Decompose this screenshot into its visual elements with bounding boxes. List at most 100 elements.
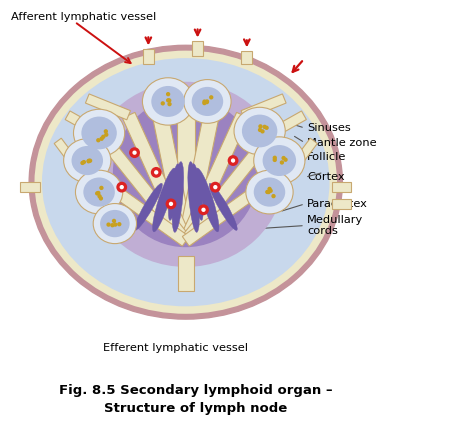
Ellipse shape	[262, 145, 296, 176]
Circle shape	[210, 182, 221, 192]
Text: Afferent lymphatic vessel: Afferent lymphatic vessel	[11, 12, 157, 22]
Circle shape	[228, 155, 238, 166]
Circle shape	[104, 129, 108, 133]
Circle shape	[129, 147, 140, 158]
Polygon shape	[270, 130, 292, 151]
Circle shape	[169, 202, 173, 206]
Polygon shape	[85, 94, 130, 120]
Circle shape	[160, 101, 165, 106]
Ellipse shape	[254, 178, 285, 207]
Ellipse shape	[192, 164, 203, 220]
Circle shape	[261, 129, 265, 133]
Circle shape	[273, 156, 277, 160]
Ellipse shape	[33, 49, 338, 315]
Ellipse shape	[74, 109, 125, 157]
Polygon shape	[69, 156, 189, 246]
Circle shape	[104, 133, 109, 137]
Circle shape	[101, 135, 105, 139]
Circle shape	[88, 159, 92, 163]
Circle shape	[281, 156, 286, 160]
Ellipse shape	[42, 58, 329, 306]
Polygon shape	[331, 199, 351, 209]
Ellipse shape	[188, 162, 200, 232]
Circle shape	[269, 189, 273, 193]
Text: Cortex: Cortex	[307, 172, 345, 182]
Ellipse shape	[169, 164, 179, 220]
Ellipse shape	[100, 210, 130, 237]
Circle shape	[99, 186, 103, 190]
Polygon shape	[181, 129, 278, 245]
Text: Fig. 8.5 Secondary lymphoid organ –
Structure of lymph node: Fig. 8.5 Secondary lymphoid organ – Stru…	[59, 384, 332, 415]
Ellipse shape	[81, 116, 117, 149]
Circle shape	[265, 190, 270, 194]
Circle shape	[258, 124, 262, 129]
Polygon shape	[94, 129, 191, 245]
Ellipse shape	[84, 178, 115, 207]
Circle shape	[202, 101, 207, 105]
Circle shape	[283, 157, 288, 162]
Circle shape	[82, 160, 86, 164]
Circle shape	[106, 222, 111, 227]
Circle shape	[205, 100, 209, 104]
Circle shape	[231, 158, 235, 163]
Ellipse shape	[113, 97, 259, 247]
Ellipse shape	[254, 137, 305, 184]
Ellipse shape	[93, 203, 136, 243]
Ellipse shape	[246, 170, 293, 214]
Ellipse shape	[172, 162, 184, 232]
Ellipse shape	[134, 183, 162, 230]
Circle shape	[272, 158, 277, 162]
Circle shape	[167, 98, 171, 103]
Ellipse shape	[192, 87, 223, 116]
Circle shape	[112, 219, 116, 223]
Polygon shape	[178, 256, 194, 291]
Polygon shape	[241, 51, 252, 64]
Circle shape	[205, 99, 209, 104]
Polygon shape	[295, 138, 317, 163]
Circle shape	[198, 204, 209, 215]
Text: Efferent lymphatic vessel: Efferent lymphatic vessel	[103, 343, 248, 353]
Circle shape	[113, 222, 118, 227]
Polygon shape	[122, 112, 192, 244]
Circle shape	[202, 100, 207, 104]
Polygon shape	[179, 112, 249, 244]
Circle shape	[87, 159, 91, 163]
Polygon shape	[79, 130, 102, 151]
Ellipse shape	[72, 146, 103, 175]
Ellipse shape	[143, 78, 194, 125]
Circle shape	[110, 223, 115, 227]
Circle shape	[209, 95, 213, 100]
Polygon shape	[192, 41, 203, 56]
Text: Sinuses: Sinuses	[307, 123, 351, 133]
Polygon shape	[20, 182, 40, 192]
Circle shape	[117, 222, 121, 226]
Circle shape	[202, 208, 206, 212]
Circle shape	[268, 187, 272, 191]
Polygon shape	[143, 49, 154, 64]
Circle shape	[99, 196, 103, 200]
Circle shape	[119, 185, 124, 189]
Polygon shape	[54, 138, 76, 163]
Circle shape	[262, 124, 267, 129]
Ellipse shape	[242, 115, 278, 147]
Polygon shape	[177, 108, 194, 241]
Polygon shape	[151, 104, 194, 243]
Circle shape	[213, 185, 218, 189]
Circle shape	[166, 98, 170, 103]
Circle shape	[100, 137, 104, 141]
Polygon shape	[182, 156, 303, 246]
Ellipse shape	[234, 107, 285, 155]
Ellipse shape	[64, 139, 111, 182]
Circle shape	[132, 151, 137, 155]
Circle shape	[166, 92, 170, 96]
Circle shape	[116, 182, 127, 192]
Ellipse shape	[152, 168, 176, 232]
Polygon shape	[65, 111, 101, 137]
Polygon shape	[241, 94, 286, 120]
Circle shape	[168, 102, 172, 106]
Ellipse shape	[209, 183, 237, 230]
Circle shape	[96, 138, 101, 142]
Circle shape	[280, 160, 284, 165]
Circle shape	[154, 170, 159, 175]
Circle shape	[151, 167, 161, 178]
